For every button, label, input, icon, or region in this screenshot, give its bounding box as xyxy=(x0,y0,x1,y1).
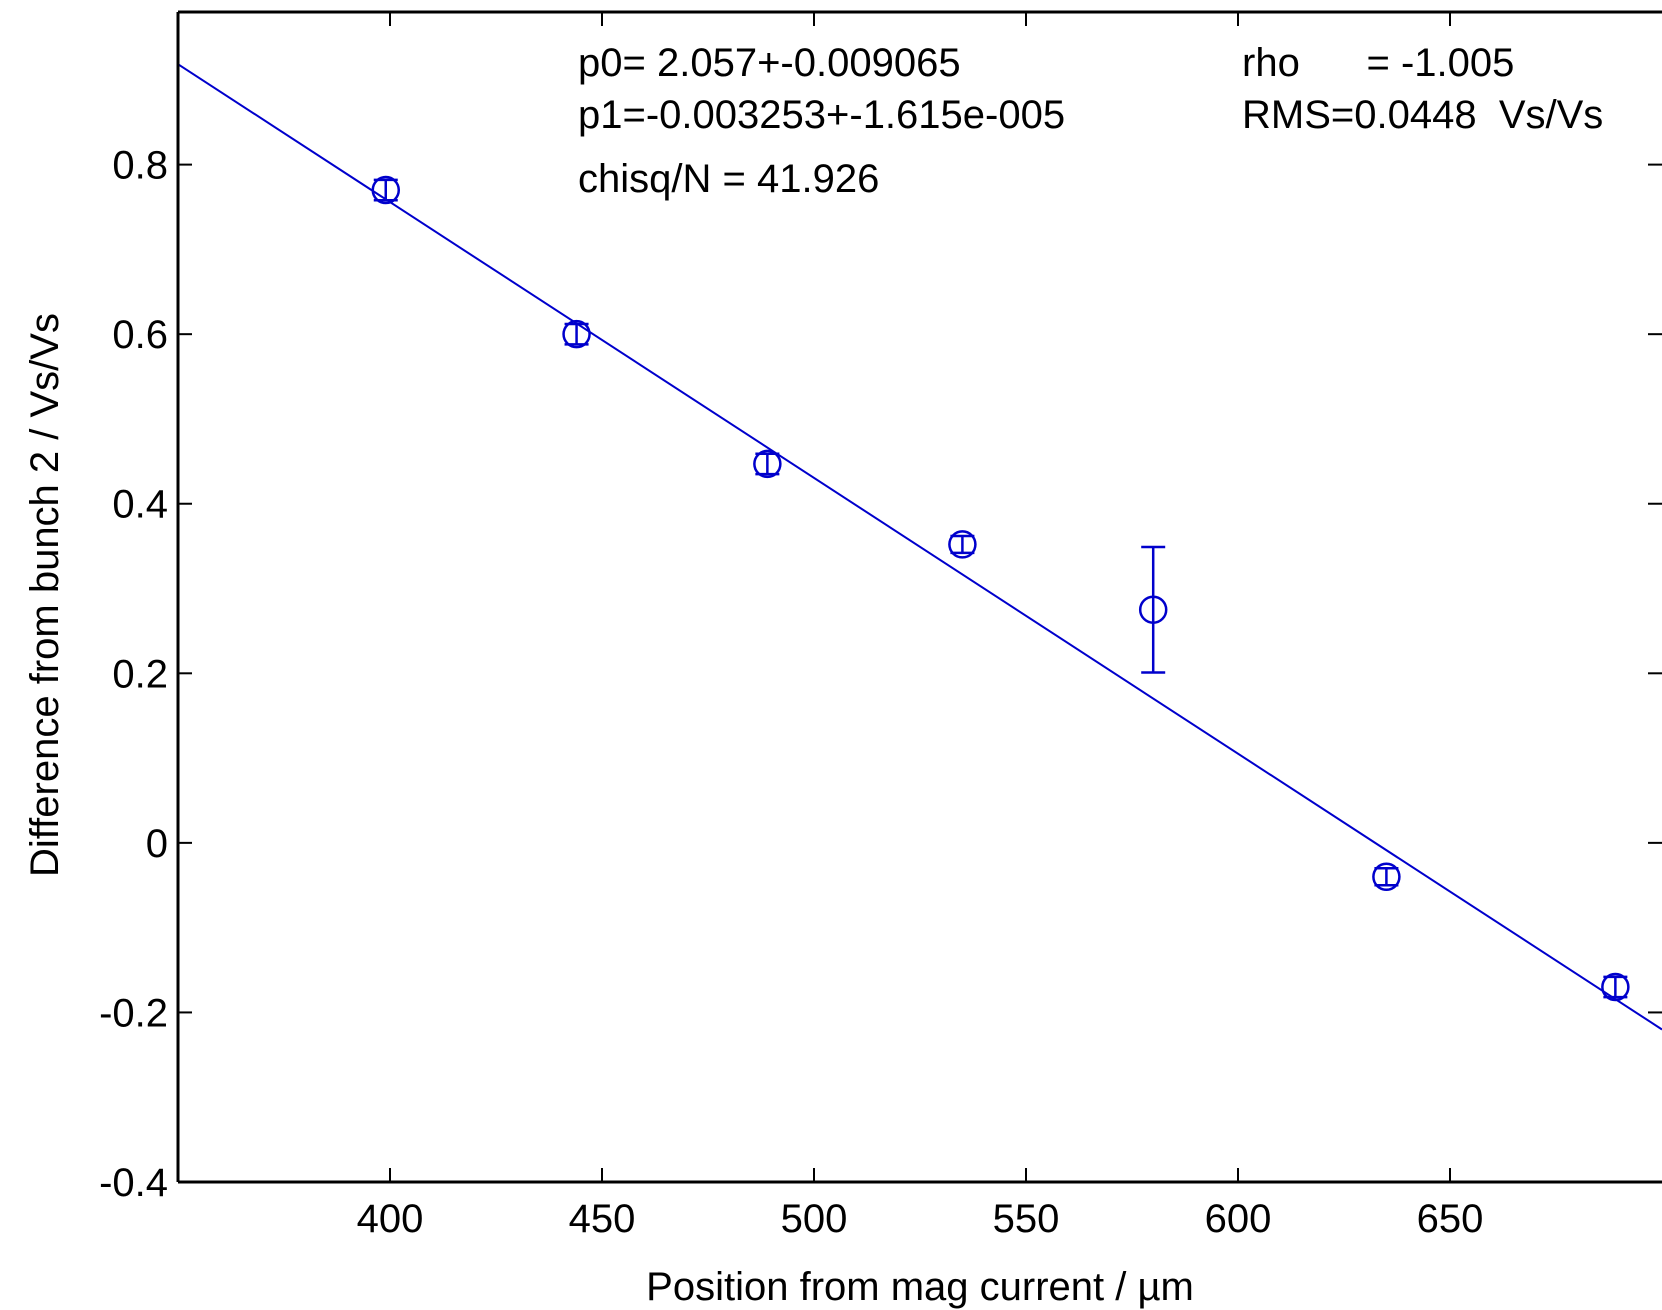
y-tick-label: 0.6 xyxy=(112,313,168,357)
data-point xyxy=(1372,862,1401,892)
fit-line xyxy=(178,63,1662,1031)
x-tick-label: 450 xyxy=(569,1197,636,1241)
y-tick-label: -0.4 xyxy=(99,1161,168,1205)
annotation-rms: RMS=0.0448 Vs/Vs xyxy=(1242,93,1603,137)
annotation-chisq: chisq/N = 41.926 xyxy=(578,157,879,201)
data-marker xyxy=(371,175,401,205)
annotation-p0: p0= 2.057+-0.009065 xyxy=(578,41,961,85)
x-tick-label: 500 xyxy=(781,1197,848,1241)
y-tick-label: 0.4 xyxy=(112,483,168,527)
x-tick-label: 600 xyxy=(1205,1197,1272,1241)
data-point xyxy=(1601,972,1630,1002)
data-point xyxy=(371,175,401,205)
data-point xyxy=(948,530,977,559)
x-tick-label: 550 xyxy=(993,1197,1060,1241)
data-marker xyxy=(1372,862,1401,892)
data-marker xyxy=(1601,972,1630,1002)
y-tick-label: 0.8 xyxy=(112,144,168,188)
data-marker xyxy=(753,449,782,479)
plot-area xyxy=(178,63,1662,1031)
axes: 400 450 500 550 600 650 -0.4 -0.2 0 0.2 0.4 0.6 0.8 xyxy=(99,10,1662,1241)
data-point xyxy=(562,319,591,349)
y-tick-label: 0 xyxy=(146,822,168,866)
data-marker xyxy=(562,319,591,349)
data-point xyxy=(753,449,782,479)
y-axis-title: Difference from bunch 2 / Vs/Vs xyxy=(23,313,67,877)
y-tick-label: 0.2 xyxy=(112,652,168,696)
data-marker xyxy=(948,530,977,559)
data-point xyxy=(1138,545,1168,674)
annotation-rho: rho = -1.005 xyxy=(1242,41,1514,85)
annotation-p1: p1=-0.003253+-1.615e-005 xyxy=(578,93,1065,137)
x-tick-label: 400 xyxy=(357,1197,424,1241)
y-tick-label: -0.2 xyxy=(99,991,168,1035)
data-marker xyxy=(1138,595,1168,624)
x-axis-title: Position from mag current / µm xyxy=(646,1265,1194,1309)
x-tick-label: 650 xyxy=(1417,1197,1484,1241)
